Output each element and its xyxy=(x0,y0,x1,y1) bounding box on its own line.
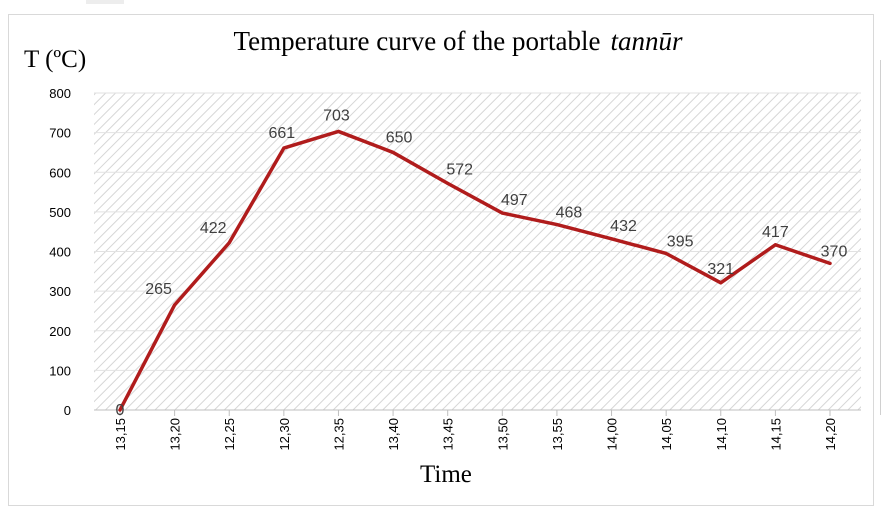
data-label: 468 xyxy=(556,205,583,222)
data-point xyxy=(282,146,286,150)
y-tick-label: 500 xyxy=(49,205,71,220)
y-tick-label: 700 xyxy=(49,126,71,141)
chart-title-main: Temperature curve of the portable xyxy=(233,26,601,56)
x-tick-label: 13,15 xyxy=(113,418,128,451)
x-tick-label: 14,10 xyxy=(714,418,729,451)
x-tick-label: 12,25 xyxy=(222,418,237,451)
data-point xyxy=(391,150,395,154)
x-axis-label: Time xyxy=(420,461,472,488)
x-tick-label: 14,20 xyxy=(823,418,838,451)
data-label: 395 xyxy=(667,233,694,250)
x-tick-label: 14,05 xyxy=(659,418,674,451)
data-point xyxy=(610,237,614,241)
x-tick-label: 12,35 xyxy=(331,418,346,451)
data-label: 572 xyxy=(446,161,473,178)
data-point xyxy=(500,211,504,215)
data-point xyxy=(828,261,832,265)
data-label: 703 xyxy=(323,107,350,124)
data-point xyxy=(118,408,122,412)
x-tick-label: 13,55 xyxy=(550,418,565,451)
x-tick-label: 14,00 xyxy=(605,418,620,451)
temperature-line xyxy=(118,129,832,412)
data-point xyxy=(555,223,559,227)
y-tick-label: 400 xyxy=(49,245,71,260)
data-label: 650 xyxy=(386,129,413,146)
y-tick-label: 800 xyxy=(49,86,71,101)
data-label: 265 xyxy=(145,281,172,298)
y-tick-label: 200 xyxy=(49,324,71,339)
data-label: 0 xyxy=(116,402,125,419)
x-tick-label: 13,50 xyxy=(495,418,510,451)
data-point xyxy=(719,281,723,285)
x-tick-label: 12,30 xyxy=(277,418,292,451)
y-tick-label: 300 xyxy=(49,284,71,299)
x-tick-label: 13,20 xyxy=(168,418,183,451)
data-point xyxy=(773,243,777,247)
y-tick-label: 0 xyxy=(64,403,71,418)
data-label: 661 xyxy=(268,125,295,142)
x-tick-label: 13,45 xyxy=(441,418,456,451)
data-label: 417 xyxy=(762,224,789,241)
chart-title-italic: tannūr xyxy=(610,26,683,56)
data-label: 370 xyxy=(821,243,848,260)
x-tick-label: 14,15 xyxy=(768,418,783,451)
data-label: 432 xyxy=(610,218,637,235)
y-tick-label: 100 xyxy=(49,363,71,378)
data-point xyxy=(446,181,450,185)
data-point xyxy=(664,251,668,255)
y-tick-label: 600 xyxy=(49,165,71,180)
data-label: 321 xyxy=(707,261,734,278)
data-point xyxy=(173,303,177,307)
data-point xyxy=(227,241,231,245)
data-label: 497 xyxy=(501,192,528,209)
chart-title: Temperature curve of the portable tannūr xyxy=(0,26,886,57)
data-point xyxy=(336,129,340,133)
data-label: 422 xyxy=(200,220,227,237)
y-axis-label: T (ºC) xyxy=(24,46,87,73)
window-edge xyxy=(880,60,881,415)
x-tick-label: 13,40 xyxy=(386,418,401,451)
corner-tab xyxy=(86,0,124,4)
